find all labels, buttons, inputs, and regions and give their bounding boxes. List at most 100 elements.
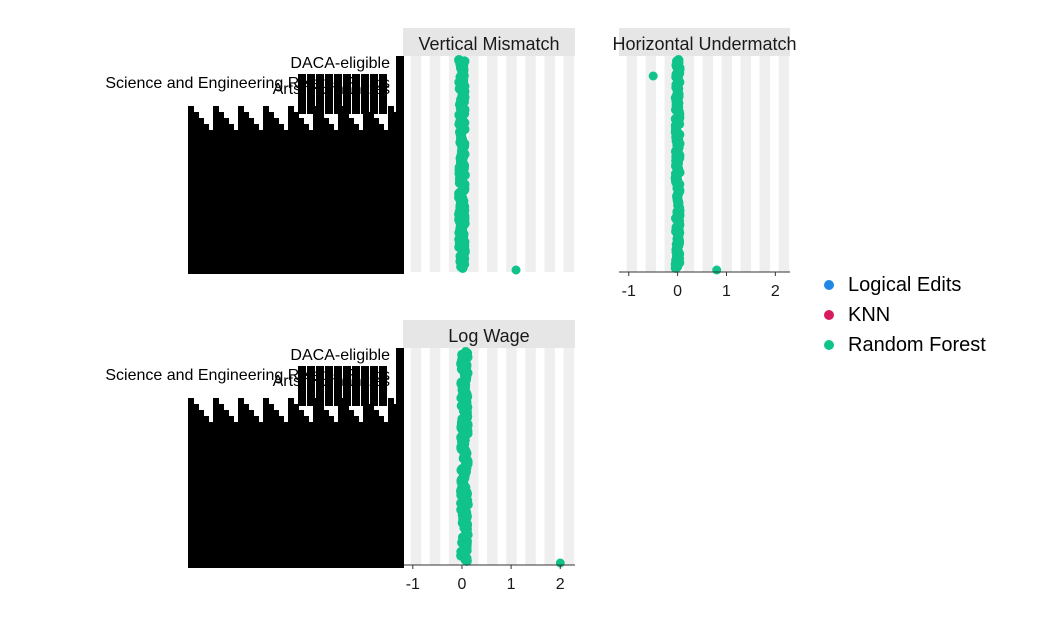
x-tick-label: 0	[673, 283, 682, 300]
overplotted-label-column	[263, 398, 269, 568]
overplotted-label-column	[243, 112, 249, 274]
overplotted-label-column	[193, 112, 199, 274]
panel-band	[563, 348, 575, 565]
overplotted-label-column	[352, 74, 360, 114]
overplotted-label-column	[363, 398, 369, 568]
legend-label: Random Forest	[848, 333, 986, 356]
panel-band	[506, 56, 517, 272]
overplotted-label-column	[218, 404, 224, 568]
x-tick-label: 2	[556, 576, 565, 593]
overplotted-label-column	[208, 130, 214, 274]
overplotted-label-column	[283, 130, 289, 274]
panel-vertical-mismatch: Vertical Mismatch	[403, 28, 575, 275]
overplotted-label-column	[288, 398, 294, 568]
panel-band	[506, 348, 517, 565]
panel-band	[759, 56, 771, 272]
overplotted-label-column	[238, 106, 244, 274]
panel-band	[721, 56, 733, 272]
legend-dot-knn	[824, 310, 834, 320]
overplotted-label-column	[298, 74, 306, 114]
overplotted-label-column	[258, 130, 264, 274]
overplotted-label-column	[198, 410, 204, 568]
overplotted-label-column	[388, 106, 394, 274]
overplotted-label-column	[273, 410, 279, 568]
overplotted-label-column	[228, 124, 234, 274]
overplotted-label-column	[293, 404, 299, 568]
panel-band	[487, 348, 498, 565]
outlier-point	[648, 71, 658, 81]
panel-band	[448, 56, 460, 272]
x-tick-label: 1	[507, 576, 516, 593]
panel-band	[626, 56, 638, 272]
overplotted-label-column	[243, 404, 249, 568]
overplotted-label-column	[383, 422, 389, 568]
overplotted-label-column	[307, 366, 315, 406]
facet-strip	[619, 28, 790, 56]
overplotted-label-column	[379, 74, 387, 114]
overplotted-label-column	[328, 124, 334, 274]
overplotted-label-column	[248, 118, 254, 274]
legend-item-knn: KNN	[824, 300, 986, 330]
overplotted-label-column	[308, 130, 314, 274]
legend-label: KNN	[848, 303, 891, 326]
y-axis-ticks	[396, 348, 404, 568]
overplotted-label-column	[203, 416, 209, 568]
legend-dot-random-forest	[824, 340, 834, 350]
panel-band	[487, 56, 498, 272]
outlier-point	[511, 265, 521, 275]
overplotted-label-column	[283, 422, 289, 568]
overplotted-label-column	[213, 106, 219, 274]
legend-item-logical-edits: Logical Edits	[824, 270, 986, 300]
panel-band	[429, 56, 441, 272]
overplotted-label-column	[379, 366, 387, 406]
overplotted-label-column	[348, 410, 354, 568]
overplotted-label-column	[313, 398, 319, 568]
overplotted-label-column	[298, 118, 304, 274]
overplotted-label-column	[343, 404, 349, 568]
overplotted-label-column	[383, 130, 389, 274]
overplotted-label-column	[343, 112, 349, 274]
panel-band	[448, 348, 460, 565]
panel-band	[544, 348, 555, 565]
overplotted-label-column	[253, 416, 259, 568]
overplotted-label-column	[293, 112, 299, 274]
overplotted-label-column	[263, 106, 269, 274]
x-tick-label: 2	[771, 283, 780, 300]
overplotted-label-column	[338, 398, 344, 568]
panel-band	[778, 56, 790, 272]
panel-band	[467, 56, 479, 272]
overplotted-label-column	[343, 366, 351, 406]
overplotted-label-column	[334, 366, 342, 406]
panel-band	[645, 56, 657, 272]
overplotted-label-column	[307, 74, 315, 114]
overplotted-label-column	[233, 130, 239, 274]
data-point	[670, 263, 681, 273]
overplotted-label-column	[193, 404, 199, 568]
overplotted-label-column	[388, 398, 394, 568]
overplotted-label-column	[298, 410, 304, 568]
facet-title: Log Wage	[448, 326, 529, 346]
overplotted-label-column	[373, 410, 379, 568]
overplotted-label-column	[188, 106, 194, 274]
overplotted-label-column	[316, 74, 324, 114]
overplotted-label-column	[333, 422, 339, 568]
overplotted-label-column	[233, 422, 239, 568]
legend-label: Logical Edits	[848, 273, 962, 296]
overplotted-label-column	[278, 124, 284, 274]
panel-band	[467, 348, 479, 565]
overplotted-label-column	[368, 404, 374, 568]
legend: Logical Edits KNN Random Forest	[824, 270, 986, 360]
overplotted-label-column	[268, 404, 274, 568]
x-tick-label: 1	[722, 283, 731, 300]
overplotted-label-column	[333, 130, 339, 274]
panel-band	[563, 56, 575, 272]
panel-band	[544, 56, 555, 272]
x-tick-label: 0	[458, 576, 467, 593]
overplotted-label-column	[228, 416, 234, 568]
overplotted-label-column	[213, 398, 219, 568]
overplotted-label-column	[278, 416, 284, 568]
overplotted-label-column	[378, 416, 384, 568]
